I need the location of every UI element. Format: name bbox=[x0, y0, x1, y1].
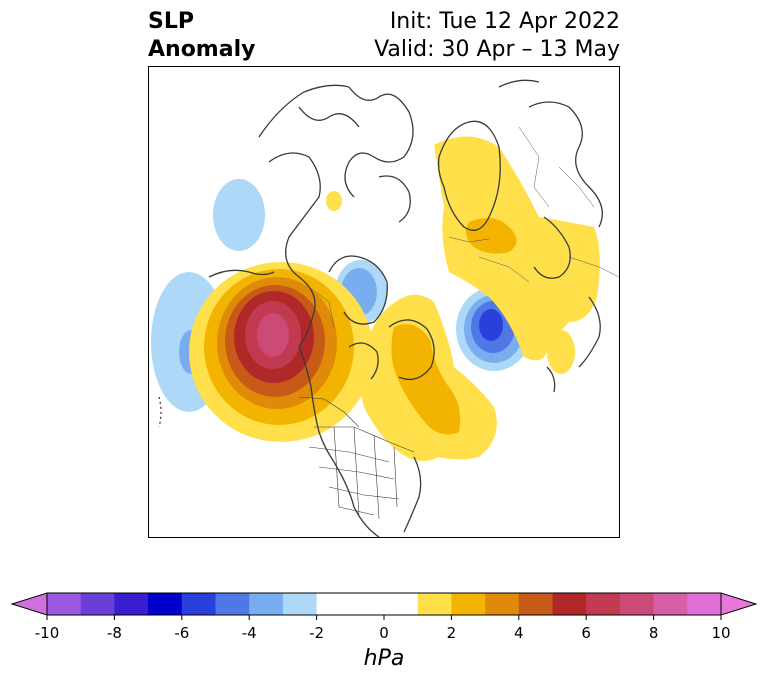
colorbar-segment bbox=[653, 593, 688, 615]
low-north-pacific bbox=[213, 179, 265, 251]
title-type: Anomaly bbox=[148, 37, 256, 62]
colorbar-tick-label: 6 bbox=[581, 624, 591, 642]
high-eurasia-core bbox=[465, 218, 517, 254]
colorbar-segment bbox=[47, 593, 82, 615]
colorbar-segment bbox=[80, 593, 115, 615]
colorbar-segment bbox=[687, 593, 722, 615]
colorbar-tick-label: -6 bbox=[174, 624, 190, 642]
colorbar-segment bbox=[417, 593, 452, 615]
map-panel bbox=[148, 66, 620, 538]
high-eurasia bbox=[434, 136, 600, 361]
colorbar-segment bbox=[114, 593, 149, 615]
high-west-level7 bbox=[257, 313, 289, 357]
country-borders bbox=[308, 126, 619, 328]
colorbar-units: hPa bbox=[363, 646, 405, 671]
colorbar-tick-label: 4 bbox=[514, 624, 524, 642]
colorbar-segment bbox=[350, 593, 419, 615]
colorbar-segment bbox=[282, 593, 318, 615]
coastlines bbox=[158, 79, 603, 537]
colorbar-tick-label: 8 bbox=[648, 624, 659, 642]
colorbar-segment bbox=[552, 593, 587, 615]
state-borders bbox=[298, 396, 415, 520]
colorbar-segment bbox=[181, 593, 216, 615]
colorbar-over-arrow bbox=[720, 592, 758, 616]
title-left: SLP Anomaly bbox=[148, 8, 255, 64]
colorbar-tick-label: 2 bbox=[446, 624, 457, 642]
colorbar-tick-label: 0 bbox=[379, 624, 389, 642]
high-small-arctic bbox=[326, 191, 342, 211]
title-valid-period: Valid: 30 Apr – 13 May bbox=[374, 37, 620, 62]
title-init-date: Init: Tue 12 Apr 2022 bbox=[389, 9, 620, 34]
colorbar-segment bbox=[148, 593, 183, 615]
colorbar-segment bbox=[518, 593, 553, 615]
colorbar-tick-label: -4 bbox=[241, 624, 257, 642]
colorbar-under-arrow bbox=[10, 592, 48, 616]
colorbar-segment bbox=[619, 593, 655, 615]
anomaly-map bbox=[151, 79, 619, 537]
colorbar-tick-label: -8 bbox=[106, 624, 122, 642]
title-variable: SLP bbox=[148, 9, 194, 34]
colorbar-segment bbox=[215, 593, 250, 615]
high-east-asia bbox=[547, 330, 575, 374]
colorbar-tick-label: -10 bbox=[34, 624, 60, 642]
colorbar-tick-label: -2 bbox=[309, 624, 325, 642]
colorbar-segment bbox=[316, 593, 351, 615]
low-atlantic-core bbox=[479, 309, 503, 341]
colorbar bbox=[10, 592, 758, 620]
colorbar-segment bbox=[249, 593, 284, 615]
colorbar-segment bbox=[586, 593, 621, 615]
colorbar-segment bbox=[451, 593, 486, 615]
title-right: Init: Tue 12 Apr 2022 Valid: 30 Apr – 13… bbox=[374, 8, 620, 64]
high-north-atlantic-core bbox=[391, 324, 461, 435]
colorbar-tick-label: 10 bbox=[711, 624, 731, 642]
anomaly-fields bbox=[151, 136, 600, 461]
colorbar-segment bbox=[485, 593, 520, 615]
